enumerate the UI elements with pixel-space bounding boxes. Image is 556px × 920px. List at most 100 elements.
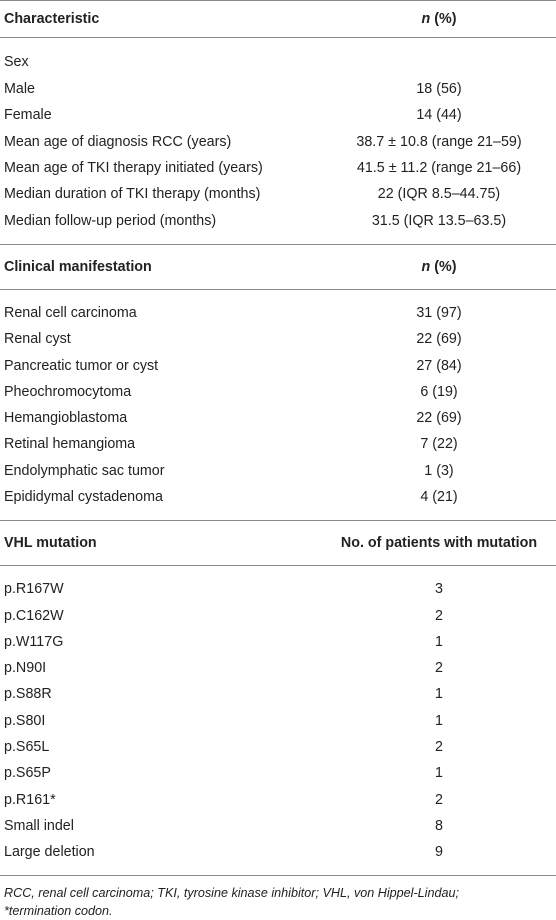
row-value: 2 bbox=[435, 660, 443, 677]
group-label-sex: Sex bbox=[4, 54, 29, 70]
header-label: VHL mutation bbox=[4, 535, 97, 552]
row-value: 14 (44) bbox=[416, 107, 462, 124]
row-value: 1 bbox=[435, 712, 443, 729]
footnote-line-1: RCC, renal cell carcinoma; TKI, tyrosine… bbox=[4, 886, 459, 901]
row-label: p.R167W bbox=[4, 581, 64, 598]
table-row: Small indel 8 bbox=[0, 813, 556, 839]
section-header-characteristic: Characteristic n (%) bbox=[0, 1, 556, 37]
row-value: 38.7 ± 10.8 (range 21–59) bbox=[356, 133, 522, 150]
row-value: 2 bbox=[435, 607, 443, 624]
table-row: Female 14 (44) bbox=[0, 102, 556, 128]
header-label: Characteristic bbox=[4, 11, 100, 27]
table-row: Pancreatic tumor or cyst 27 (84) bbox=[0, 352, 556, 378]
row-label: Endolymphatic sac tumor bbox=[4, 462, 165, 479]
table-row: p.R167W 3 bbox=[0, 576, 556, 602]
row-label: Male bbox=[4, 81, 35, 98]
group-label-row: Sex bbox=[0, 48, 556, 76]
table-row: Pheochromocytoma 6 (19) bbox=[0, 379, 556, 405]
section-rule bbox=[0, 520, 556, 522]
header-n-italic: n bbox=[421, 11, 431, 27]
header-value: n (%) bbox=[322, 11, 556, 27]
table-bottom-rule bbox=[0, 875, 556, 877]
row-label: Median duration of TKI therapy (months) bbox=[4, 186, 261, 203]
row-value: 41.5 ± 11.2 (range 21–66) bbox=[356, 160, 522, 177]
table-row: Retinal hemangioma 7 (22) bbox=[0, 431, 556, 457]
table-top-rule bbox=[0, 0, 556, 1]
row-label: p.S80I bbox=[4, 712, 46, 729]
row-value: 1 bbox=[435, 686, 443, 703]
row-label: Mean age of diagnosis RCC (years) bbox=[4, 133, 232, 150]
row-label: p.S65L bbox=[4, 739, 50, 756]
row-value: 4 (21) bbox=[420, 489, 458, 505]
table-row: p.S65P 1 bbox=[0, 760, 556, 786]
header-rule bbox=[0, 37, 556, 38]
header-label: Clinical manifestation bbox=[4, 258, 152, 275]
row-value: 2 bbox=[435, 791, 443, 808]
row-value: 1 bbox=[435, 633, 443, 650]
table-row: Mean age of TKI therapy initiated (years… bbox=[0, 155, 556, 181]
row-label: p.W117G bbox=[4, 633, 64, 650]
row-label: Mean age of TKI therapy initiated (years… bbox=[4, 160, 263, 177]
row-value: 27 (84) bbox=[416, 357, 462, 374]
table-row: Epididymal cystadenoma 4 (21) bbox=[0, 484, 556, 510]
row-value: 3 bbox=[435, 581, 443, 598]
table-row: p.S65L 2 bbox=[0, 734, 556, 760]
table-row: p.S80I 1 bbox=[0, 708, 556, 734]
table-row: Male 18 (56) bbox=[0, 76, 556, 102]
section-header-clinical-manifestation: Clinical manifestation n (%) bbox=[0, 245, 556, 289]
row-label: Renal cyst bbox=[4, 331, 71, 348]
row-value: 31.5 (IQR 13.5–63.5) bbox=[371, 212, 507, 229]
section-rule bbox=[0, 243, 556, 245]
row-value: 8 bbox=[435, 817, 443, 834]
row-label: Female bbox=[4, 107, 52, 124]
footnote-line-2: *termination codon. bbox=[4, 904, 113, 919]
row-label: Pheochromocytoma bbox=[4, 383, 132, 400]
header-percent: (%) bbox=[430, 11, 457, 27]
table-row: p.S88R 1 bbox=[0, 681, 556, 707]
header-rule bbox=[0, 288, 556, 290]
header-n-italic: n bbox=[421, 258, 431, 275]
row-label: Hemangioblastoma bbox=[4, 410, 128, 427]
table-row: Hemangioblastoma 22 (69) bbox=[0, 405, 556, 431]
row-value: 7 (22) bbox=[420, 436, 458, 453]
table-row: Median duration of TKI therapy (months) … bbox=[0, 181, 556, 207]
table-row: Endolymphatic sac tumor 1 (3) bbox=[0, 458, 556, 484]
row-label: Small indel bbox=[4, 817, 74, 834]
row-label: Retinal hemangioma bbox=[4, 436, 136, 453]
row-value: 22 (IQR 8.5–44.75) bbox=[377, 186, 501, 203]
row-label: p.N90I bbox=[4, 660, 47, 677]
section-header-vhl-mutation: VHL mutation No. of patients with mutati… bbox=[0, 521, 556, 565]
table-row: Median follow-up period (months) 31.5 (I… bbox=[0, 207, 556, 233]
row-label: Renal cell carcinoma bbox=[4, 304, 137, 321]
header-percent: (%) bbox=[430, 258, 457, 275]
header-rule bbox=[0, 565, 556, 567]
table-row: Mean age of diagnosis RCC (years) 38.7 ±… bbox=[0, 129, 556, 155]
row-value: 9 bbox=[435, 844, 443, 861]
table-footnote: RCC, renal cell carcinoma; TKI, tyrosine… bbox=[0, 876, 556, 920]
row-label: p.S88R bbox=[4, 686, 52, 703]
table-row: Large deletion 9 bbox=[0, 839, 556, 865]
row-value: 22 (69) bbox=[416, 331, 462, 348]
row-value: 2 bbox=[435, 739, 443, 756]
row-label: Pancreatic tumor or cyst bbox=[4, 357, 159, 374]
row-value: 18 (56) bbox=[416, 81, 462, 98]
row-label: p.S65P bbox=[4, 765, 51, 782]
row-label: Median follow-up period (months) bbox=[4, 212, 217, 229]
row-value: 22 (69) bbox=[416, 410, 462, 427]
row-value: 6 (19) bbox=[420, 383, 458, 400]
table-row: p.R161* 2 bbox=[0, 787, 556, 813]
row-value: 1 bbox=[435, 765, 443, 782]
table-row: Renal cell carcinoma 31 (97) bbox=[0, 300, 556, 326]
table-row: Renal cyst 22 (69) bbox=[0, 326, 556, 352]
table-row: p.N90I 2 bbox=[0, 655, 556, 681]
header-value: n (%) bbox=[322, 259, 556, 275]
table-row: p.W117G 1 bbox=[0, 629, 556, 655]
row-label: Epididymal cystadenoma bbox=[4, 489, 163, 505]
row-label: p.C162W bbox=[4, 607, 64, 624]
row-value: 1 (3) bbox=[424, 462, 454, 479]
header-value: No. of patients with mutation bbox=[340, 535, 538, 552]
table-row: p.C162W 2 bbox=[0, 602, 556, 628]
row-label: p.R161* bbox=[4, 791, 56, 808]
row-label: Large deletion bbox=[4, 844, 95, 861]
